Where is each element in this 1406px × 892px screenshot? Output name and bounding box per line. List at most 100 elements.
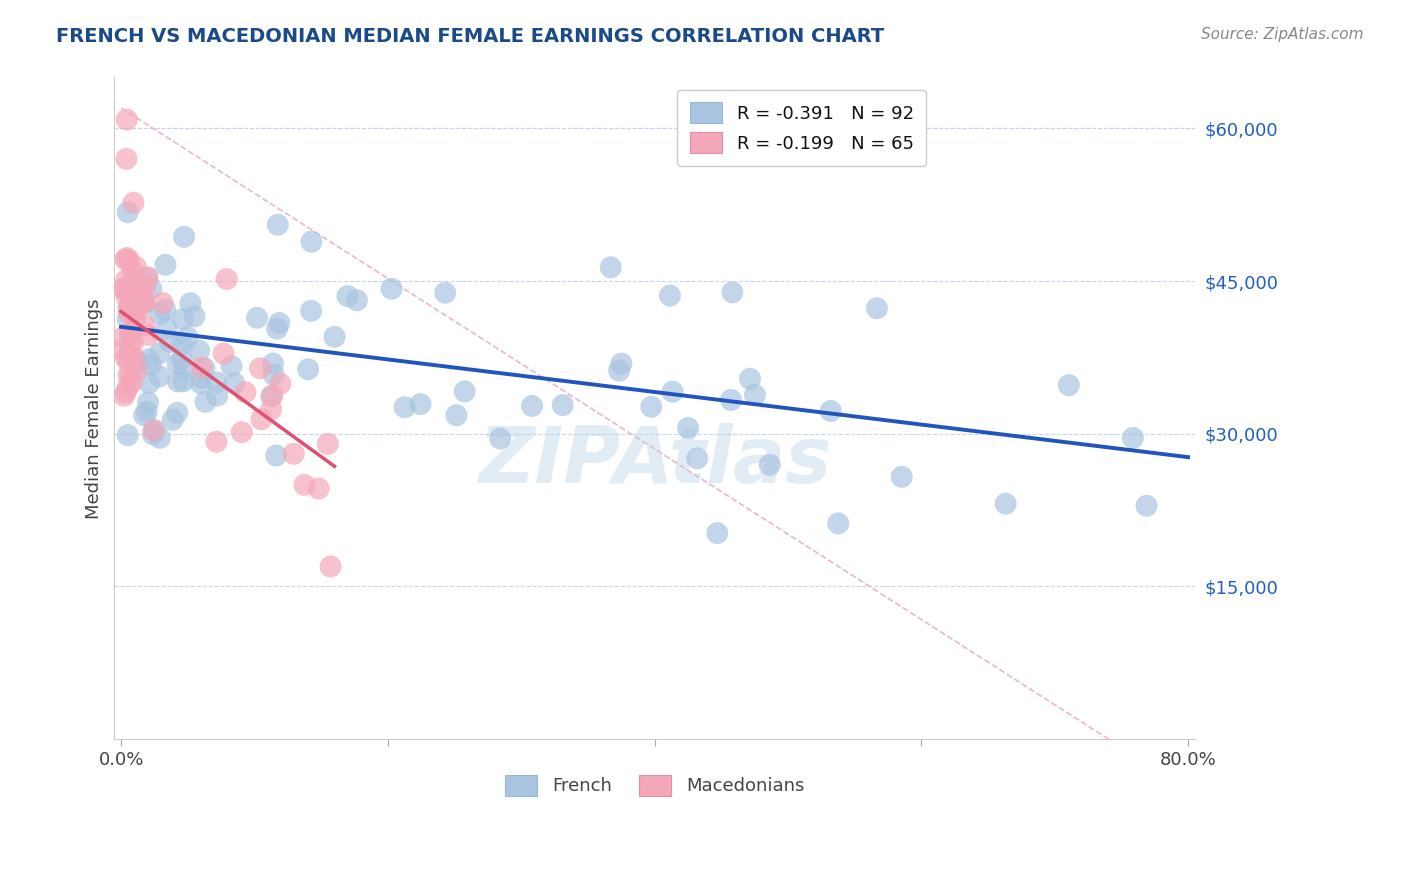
Point [190, 371, 212, 385]
Point [121, 305, 143, 319]
Point [686, 451, 709, 466]
Point [607, 364, 630, 378]
Point [118, 306, 141, 320]
Point [301, 235, 323, 249]
Point [115, 291, 138, 305]
Point [489, 432, 512, 446]
Point [117, 355, 139, 369]
Point [720, 392, 742, 407]
Point [409, 397, 432, 411]
Point [118, 300, 141, 314]
Point [190, 360, 212, 375]
Point [1135, 499, 1157, 513]
Point [266, 321, 288, 335]
Point [758, 458, 780, 472]
Point [159, 334, 181, 349]
Point [520, 399, 543, 413]
Point [121, 264, 143, 278]
Point [269, 376, 291, 391]
Point [299, 303, 322, 318]
Point [170, 351, 193, 366]
Point [316, 437, 339, 451]
Point [193, 361, 215, 376]
Point [142, 423, 165, 437]
Point [125, 282, 148, 296]
Point [125, 286, 148, 301]
Point [744, 388, 766, 402]
Point [434, 285, 457, 300]
Text: ZIPAtlas: ZIPAtlas [478, 423, 831, 500]
Point [120, 367, 142, 381]
Point [125, 363, 148, 377]
Point [122, 336, 145, 351]
Point [260, 389, 283, 403]
Point [610, 357, 633, 371]
Point [127, 288, 149, 302]
Point [551, 398, 574, 412]
Point [231, 425, 253, 440]
Point [262, 357, 284, 371]
Point [112, 343, 135, 357]
Point [117, 379, 139, 393]
Point [381, 282, 404, 296]
Point [820, 404, 842, 418]
Point [166, 406, 188, 420]
Point [176, 330, 198, 344]
Point [132, 298, 155, 312]
Point [141, 281, 163, 295]
Point [235, 385, 257, 400]
Point [224, 376, 246, 391]
Point [262, 388, 284, 402]
Point [143, 423, 166, 437]
Point [661, 384, 683, 399]
Point [394, 401, 416, 415]
Point [167, 375, 190, 389]
Point [132, 292, 155, 306]
Point [170, 337, 193, 351]
Point [640, 400, 662, 414]
Point [149, 369, 172, 384]
Point [190, 376, 212, 391]
Point [215, 272, 238, 286]
Point [336, 289, 359, 303]
Point [117, 312, 139, 326]
Point [117, 428, 139, 442]
Point [117, 368, 139, 382]
Point [658, 288, 681, 302]
Point [149, 431, 172, 445]
Point [205, 434, 228, 449]
Point [155, 258, 177, 272]
Point [721, 285, 744, 300]
Point [292, 478, 315, 492]
Point [115, 251, 138, 265]
Point [114, 351, 136, 365]
Point [118, 326, 141, 341]
Point [136, 328, 159, 343]
Point [117, 284, 139, 298]
Point [264, 449, 287, 463]
Point [297, 362, 319, 376]
Point [129, 283, 152, 297]
Point [212, 346, 235, 360]
Point [121, 325, 143, 339]
Point [135, 405, 157, 419]
Point [173, 229, 195, 244]
Point [194, 395, 217, 409]
Point [139, 358, 162, 372]
Point [676, 421, 699, 435]
Point [134, 318, 156, 333]
Point [148, 346, 170, 360]
Point [117, 301, 139, 315]
Point [115, 112, 138, 127]
Point [599, 260, 621, 275]
Point [166, 357, 188, 371]
Point [1057, 378, 1080, 392]
Point [138, 352, 160, 367]
Point [117, 205, 139, 219]
Point [115, 152, 138, 166]
Point [250, 412, 273, 426]
Point [263, 368, 285, 382]
Point [446, 408, 468, 422]
Point [1122, 431, 1144, 445]
Point [866, 301, 889, 316]
